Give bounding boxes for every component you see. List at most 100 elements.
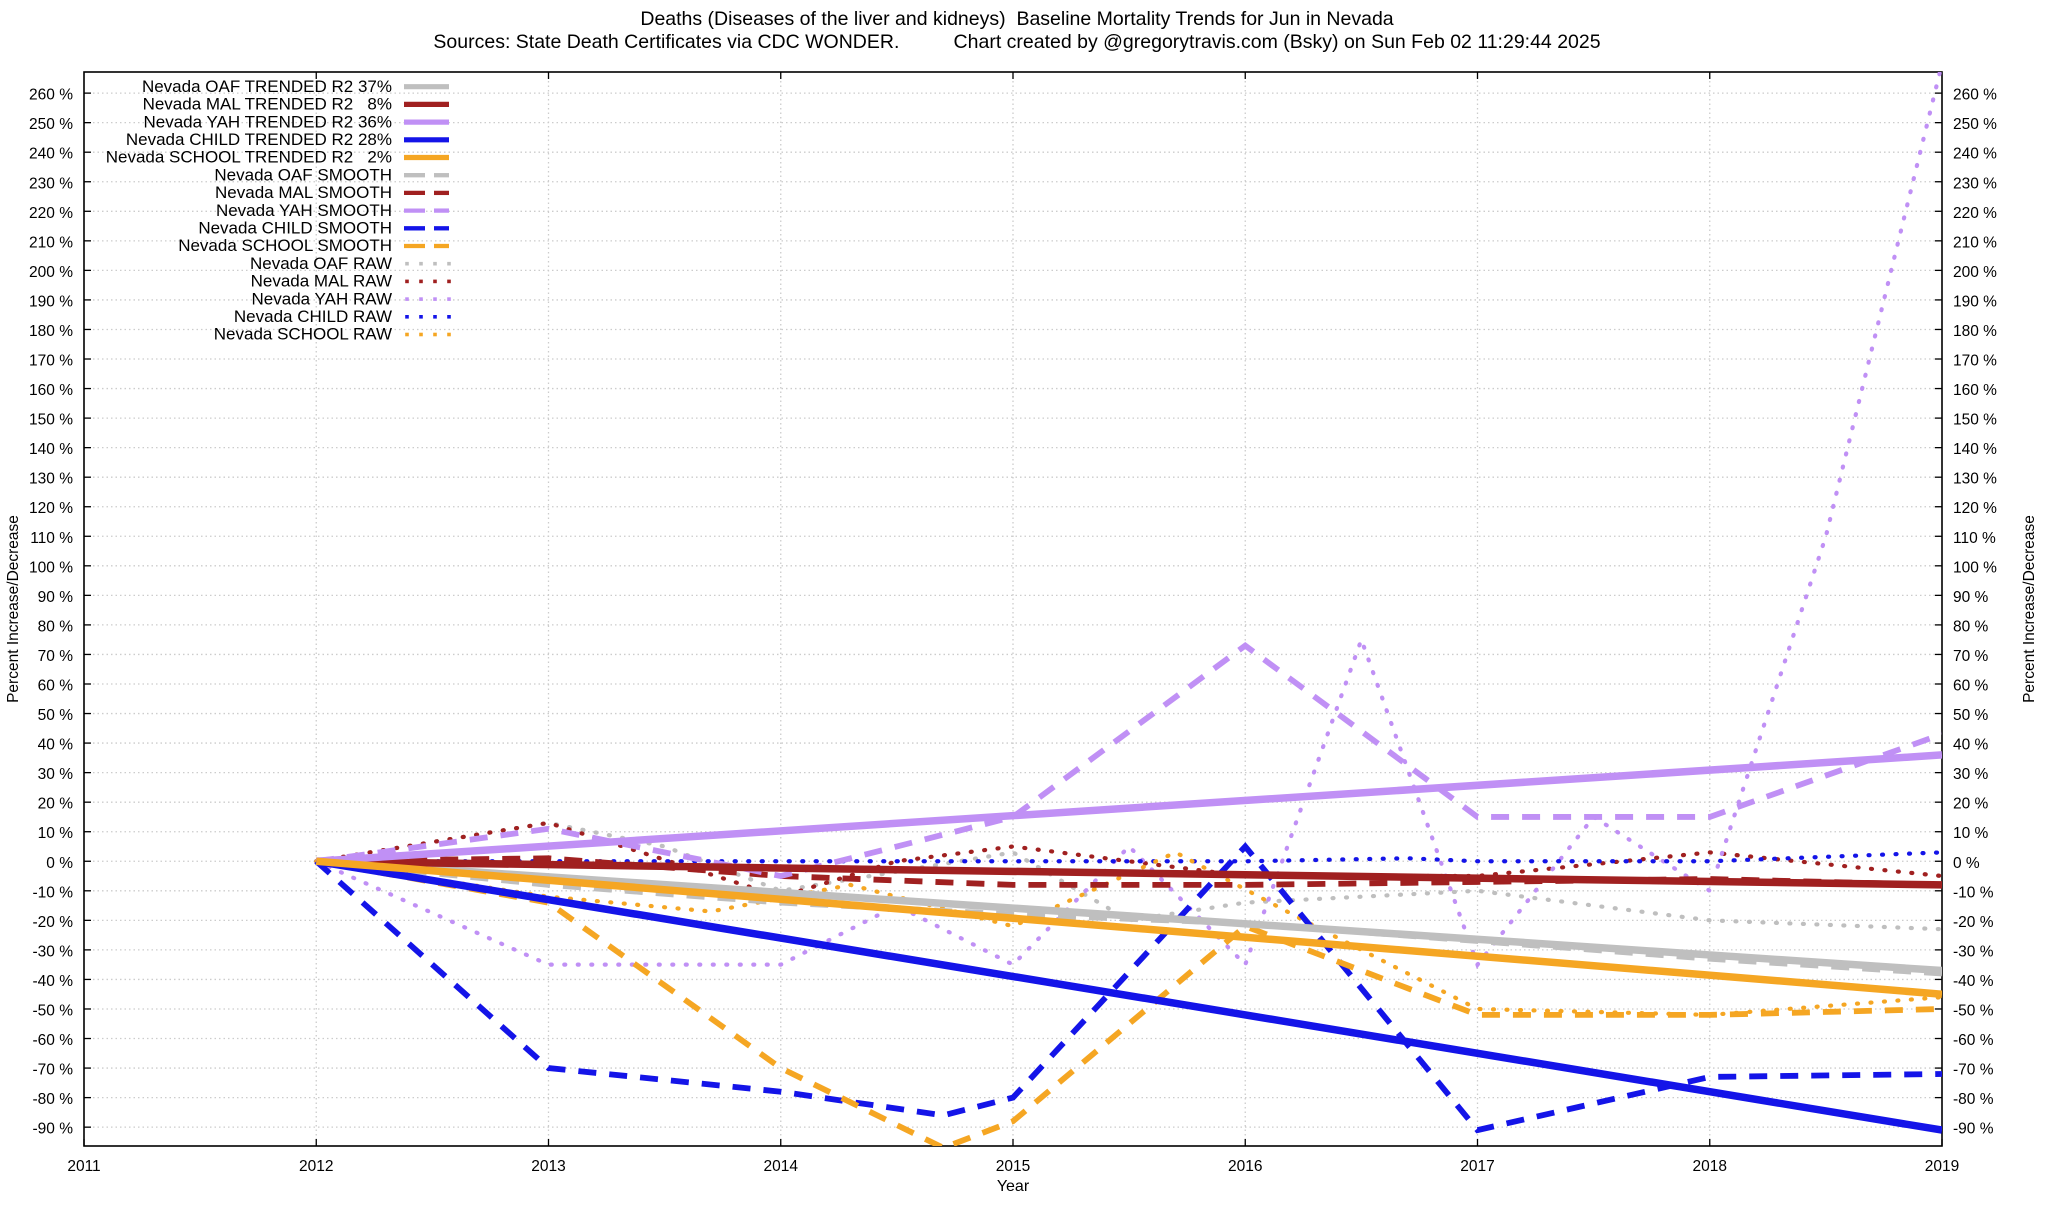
- svg-text:10 %: 10 %: [1953, 825, 1989, 842]
- svg-text:20 %: 20 %: [38, 796, 74, 813]
- svg-text:Nevada CHILD TRENDED R2 28%: Nevada CHILD TRENDED R2 28%: [126, 130, 392, 149]
- svg-text:2019: 2019: [1925, 1158, 1959, 1175]
- svg-text:Percent Increase/Decrease: Percent Increase/Decrease: [5, 515, 22, 703]
- svg-text:40 %: 40 %: [1953, 737, 1989, 754]
- svg-text:Year: Year: [997, 1178, 1030, 1195]
- svg-text:Nevada MAL RAW: Nevada MAL RAW: [251, 272, 392, 291]
- svg-text:10 %: 10 %: [38, 825, 74, 842]
- svg-text:130 %: 130 %: [29, 471, 73, 488]
- svg-text:240 %: 240 %: [1953, 146, 1997, 163]
- svg-text:130 %: 130 %: [1953, 471, 1997, 488]
- svg-text:Nevada YAH TRENDED R2 36%: Nevada YAH TRENDED R2 36%: [144, 112, 393, 131]
- svg-text:Nevada MAL TRENDED R2 8%: Nevada MAL TRENDED R2 8%: [143, 95, 392, 114]
- svg-text:220 %: 220 %: [1953, 205, 1997, 222]
- svg-text:-50 %: -50 %: [1953, 1002, 1994, 1019]
- svg-text:210 %: 210 %: [29, 234, 73, 251]
- svg-text:170 %: 170 %: [1953, 353, 1997, 370]
- svg-text:-90 %: -90 %: [33, 1121, 74, 1138]
- svg-text:Nevada CHILD SMOOTH: Nevada CHILD SMOOTH: [198, 219, 392, 238]
- svg-text:80 %: 80 %: [1953, 618, 1989, 635]
- svg-text:-70 %: -70 %: [1953, 1062, 1994, 1079]
- svg-text:Nevada SCHOOL RAW: Nevada SCHOOL RAW: [214, 325, 392, 344]
- svg-text:Nevada MAL SMOOTH: Nevada MAL SMOOTH: [215, 183, 392, 202]
- svg-text:150 %: 150 %: [1953, 412, 1997, 429]
- svg-text:200 %: 200 %: [1953, 264, 1997, 281]
- svg-text:Nevada SCHOOL SMOOTH: Nevada SCHOOL SMOOTH: [178, 236, 392, 255]
- svg-text:30 %: 30 %: [38, 766, 74, 783]
- svg-text:-10 %: -10 %: [33, 884, 74, 901]
- svg-text:2011: 2011: [67, 1158, 100, 1175]
- svg-text:260 %: 260 %: [29, 87, 73, 104]
- svg-text:-30 %: -30 %: [1953, 943, 1994, 960]
- svg-text:100 %: 100 %: [29, 559, 73, 576]
- svg-text:230 %: 230 %: [29, 175, 73, 192]
- svg-text:60 %: 60 %: [1953, 678, 1989, 695]
- svg-text:190 %: 190 %: [29, 293, 73, 310]
- svg-text:180 %: 180 %: [29, 323, 73, 340]
- svg-text:30 %: 30 %: [1953, 766, 1989, 783]
- svg-text:260 %: 260 %: [1953, 87, 1997, 104]
- svg-text:-10 %: -10 %: [1953, 884, 1994, 901]
- svg-text:0 %: 0 %: [46, 855, 73, 872]
- svg-text:Sources: State Death Certifica: Sources: State Death Certificates via CD…: [433, 31, 1600, 53]
- svg-text:190 %: 190 %: [1953, 293, 1997, 310]
- svg-text:140 %: 140 %: [1953, 441, 1997, 458]
- svg-text:2016: 2016: [1228, 1158, 1262, 1175]
- svg-text:Nevada OAF TRENDED R2 37%: Nevada OAF TRENDED R2 37%: [142, 77, 392, 96]
- svg-text:-20 %: -20 %: [1953, 914, 1994, 931]
- svg-text:Nevada SCHOOL TRENDED R2 2%: Nevada SCHOOL TRENDED R2 2%: [106, 148, 392, 167]
- svg-text:2012: 2012: [299, 1158, 333, 1175]
- svg-text:110 %: 110 %: [30, 530, 73, 547]
- svg-text:2014: 2014: [764, 1158, 799, 1175]
- svg-text:180 %: 180 %: [1953, 323, 1997, 340]
- svg-text:60 %: 60 %: [38, 678, 74, 695]
- svg-text:-80 %: -80 %: [33, 1091, 74, 1108]
- svg-text:20 %: 20 %: [1953, 796, 1989, 813]
- svg-text:110 %: 110 %: [1953, 530, 1996, 547]
- svg-text:70 %: 70 %: [38, 648, 74, 665]
- svg-text:150 %: 150 %: [29, 412, 73, 429]
- svg-text:240 %: 240 %: [29, 146, 73, 163]
- svg-text:-70 %: -70 %: [33, 1062, 74, 1079]
- svg-text:220 %: 220 %: [29, 205, 73, 222]
- svg-text:160 %: 160 %: [29, 382, 73, 399]
- svg-text:140 %: 140 %: [29, 441, 73, 458]
- svg-text:40 %: 40 %: [38, 737, 74, 754]
- svg-text:250 %: 250 %: [29, 116, 73, 133]
- svg-text:Percent Increase/Decrease: Percent Increase/Decrease: [2021, 515, 2038, 703]
- svg-text:Nevada OAF SMOOTH: Nevada OAF SMOOTH: [214, 165, 392, 184]
- svg-text:50 %: 50 %: [1953, 707, 1989, 724]
- svg-text:Deaths (Diseases of the liver: Deaths (Diseases of the liver and kidney…: [640, 8, 1393, 30]
- svg-text:100 %: 100 %: [1953, 559, 1997, 576]
- svg-text:-60 %: -60 %: [33, 1032, 74, 1049]
- svg-text:80 %: 80 %: [38, 618, 74, 635]
- svg-text:50 %: 50 %: [38, 707, 74, 724]
- svg-text:-80 %: -80 %: [1953, 1091, 1994, 1108]
- svg-text:230 %: 230 %: [1953, 175, 1997, 192]
- svg-text:200 %: 200 %: [29, 264, 73, 281]
- svg-text:90 %: 90 %: [38, 589, 74, 606]
- svg-text:-50 %: -50 %: [33, 1002, 74, 1019]
- svg-text:160 %: 160 %: [1953, 382, 1997, 399]
- svg-text:210 %: 210 %: [1953, 234, 1997, 251]
- svg-text:Nevada CHILD RAW: Nevada CHILD RAW: [234, 307, 392, 326]
- svg-text:250 %: 250 %: [1953, 116, 1997, 133]
- svg-text:2013: 2013: [531, 1158, 565, 1175]
- svg-text:-20 %: -20 %: [33, 914, 74, 931]
- svg-text:-40 %: -40 %: [33, 973, 74, 990]
- svg-text:2018: 2018: [1693, 1158, 1727, 1175]
- svg-text:-90 %: -90 %: [1953, 1121, 1994, 1138]
- svg-text:120 %: 120 %: [1953, 500, 1997, 517]
- svg-text:-40 %: -40 %: [1953, 973, 1994, 990]
- svg-text:0 %: 0 %: [1953, 855, 1980, 872]
- svg-text:2017: 2017: [1460, 1158, 1494, 1175]
- svg-text:Nevada OAF RAW: Nevada OAF RAW: [250, 254, 392, 273]
- svg-text:Nevada YAH RAW: Nevada YAH RAW: [252, 289, 392, 308]
- svg-text:2015: 2015: [996, 1158, 1030, 1175]
- svg-text:-60 %: -60 %: [1953, 1032, 1994, 1049]
- svg-text:90 %: 90 %: [1953, 589, 1989, 606]
- svg-text:120 %: 120 %: [29, 500, 73, 517]
- svg-text:170 %: 170 %: [29, 353, 73, 370]
- svg-text:-30 %: -30 %: [33, 943, 74, 960]
- svg-text:Nevada YAH SMOOTH: Nevada YAH SMOOTH: [216, 201, 392, 220]
